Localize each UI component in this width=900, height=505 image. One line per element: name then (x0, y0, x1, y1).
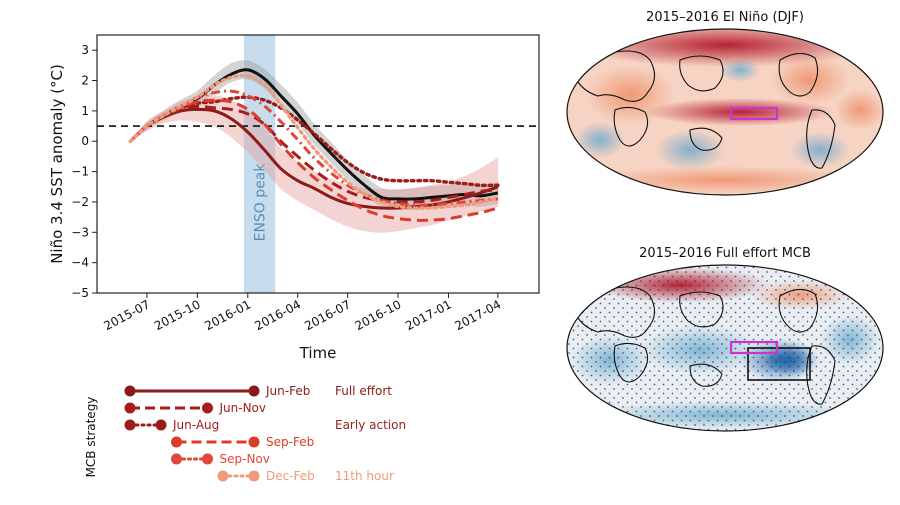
legend-start-marker (124, 402, 136, 414)
legend-group-label: Early action (335, 418, 406, 432)
sst-anomaly-field-mcb (567, 265, 883, 431)
legend-period-label: Jun-Aug (172, 418, 219, 432)
legend-item-sep-feb: Sep-Feb (171, 435, 314, 449)
y-tick-label: −3 (71, 225, 89, 239)
x-tick-label: 2016-10 (353, 297, 404, 333)
legend-period-label: Sep-Feb (266, 435, 314, 449)
enso-peak-label: ENSO peak (253, 163, 269, 242)
y-tick-label: −1 (71, 165, 89, 179)
x-tick-label: 2016-07 (302, 297, 353, 333)
y-tick-label: 1 (81, 104, 89, 118)
x-tick-label: 2015-07 (101, 297, 152, 333)
series-line-sep-nov (129, 89, 499, 207)
legend-item-sep-nov: Sep-Nov (171, 452, 270, 466)
y-tick-label: 0 (81, 134, 89, 148)
legend-end-marker (248, 436, 260, 448)
legend-start-marker (124, 385, 136, 397)
x-axis-label: Time (299, 344, 337, 362)
legend-title: MCB strategy (84, 397, 98, 478)
legend-period-label: Dec-Feb (266, 469, 315, 483)
map-globe-outline-el-nino (566, 28, 884, 196)
legend-end-marker (155, 419, 167, 431)
legend-item-jun-aug: Jun-Aug Early action (124, 418, 406, 432)
y-axis-label: Niño 3.4 SST anomaly (°C) (48, 64, 66, 264)
series-lines (128, 68, 500, 222)
legend-end-marker (248, 470, 260, 482)
legend-item-jun-nov: Jun-Nov (124, 401, 267, 415)
legend-period-label: Jun-Nov (219, 401, 267, 415)
series-line-sep-feb (129, 98, 499, 222)
series-line-jun-feb (129, 107, 499, 210)
legend-start-marker (124, 419, 136, 431)
legend-end-marker (202, 402, 213, 414)
uncertainty-band-1 (130, 95, 499, 233)
x-axis-ticks: 2015-07 2015-10 2016-01 2016-04 2016-07 2016-… (101, 293, 503, 333)
legend-start-marker (217, 470, 229, 482)
legend-end-marker (248, 385, 260, 397)
map-title-el-nino: 2015–2016 El Niño (DJF) (646, 10, 804, 25)
plot-frame (96, 34, 540, 294)
mcb-map: 2015–2016 Full effort MCB (566, 246, 884, 432)
legend-period-label: Sep-Nov (220, 452, 270, 466)
y-tick-label: 2 (81, 74, 89, 88)
legend-start-marker (171, 453, 182, 465)
y-tick-label: 3 (81, 43, 89, 57)
legend-start-marker (171, 436, 182, 448)
mcb-seeding-region (747, 347, 811, 381)
map-globe-outline-mcb (566, 264, 884, 432)
nino34-box-mcb (729, 340, 779, 355)
x-tick-label: 2015-10 (152, 297, 203, 333)
series-line-jun-nov (129, 104, 499, 204)
map-title-mcb: 2015–2016 Full effort MCB (639, 246, 811, 261)
legend-group-label: 11th hour (335, 469, 394, 483)
nino34-box-el-nino (729, 106, 779, 121)
el-nino-map: 2015–2016 El Niño (DJF) (566, 10, 884, 196)
legend-period-label: Jun-Feb (265, 384, 310, 398)
y-tick-label: −2 (71, 195, 89, 209)
y-axis-ticks: 3 2 1 0 −1 −2 −3 −4 −5 (71, 43, 97, 300)
series-line-dec-feb (128, 73, 500, 210)
legend-group-label: Full effort (335, 384, 392, 398)
mcb-strategy-legend: MCB strategy Jun-Feb Full effortJun-NovJu… (84, 384, 406, 483)
x-tick-label: 2017-01 (403, 297, 454, 333)
legend-item-dec-feb: Dec-Feb 11th hour (217, 469, 394, 483)
legend-end-marker (202, 453, 213, 465)
y-tick-label: −5 (71, 286, 89, 300)
x-tick-label: 2017-04 (452, 297, 503, 333)
legend-item-jun-feb: Jun-Feb Full effort (124, 384, 392, 398)
x-tick-label: 2016-01 (202, 297, 253, 333)
x-tick-label: 2016-04 (252, 297, 303, 333)
y-tick-label: −4 (71, 256, 89, 270)
